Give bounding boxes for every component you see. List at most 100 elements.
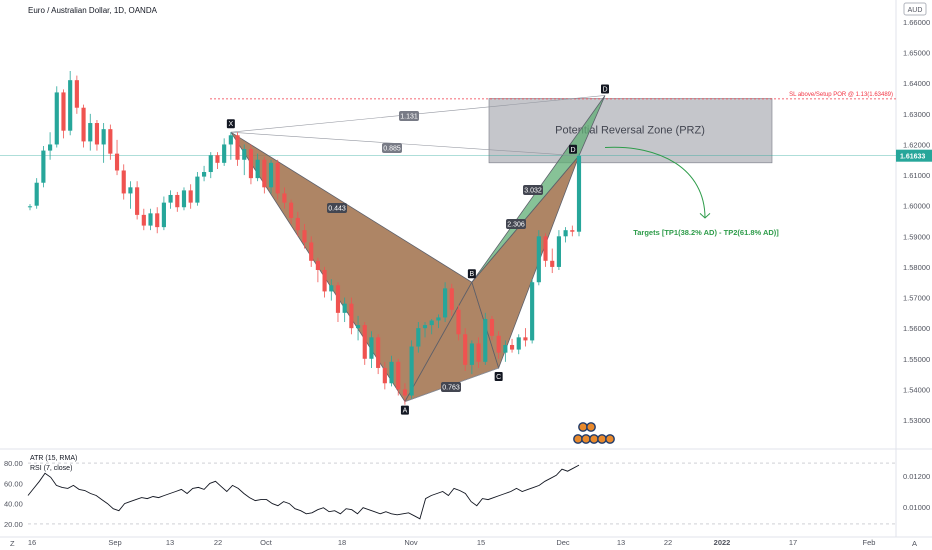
candle	[362, 322, 367, 365]
candle	[342, 297, 347, 323]
candle	[536, 230, 541, 286]
stop-loss-label: SL above/Setup POR @ 1.13(1.63489)	[789, 92, 893, 98]
currency-badge[interactable]: AUD	[903, 2, 927, 16]
price-tick: 1.65000	[903, 49, 930, 58]
candle	[463, 328, 468, 372]
ratio-badge	[523, 185, 543, 195]
candle	[443, 282, 448, 323]
candle-body	[34, 182, 39, 206]
time-tick: 13	[166, 538, 174, 547]
ratio-badge	[399, 111, 419, 121]
time-tick: Dec	[556, 538, 570, 547]
candle-body	[509, 344, 515, 350]
candle	[429, 318, 434, 335]
prz-label: Potential Reversal Zone (PRZ)	[555, 125, 705, 137]
time-tick: 13	[617, 538, 625, 547]
candle-body	[295, 217, 300, 231]
candle	[295, 211, 300, 237]
candle-body	[302, 230, 307, 243]
candle-body	[329, 285, 334, 292]
rsi-tick: 80.00	[4, 459, 23, 468]
candle-body	[195, 176, 200, 203]
point-label: C	[496, 374, 501, 381]
annotations: Targets [TP1(38.2% AD) - TP2(61.8% AD)]	[573, 146, 779, 444]
candle	[436, 314, 441, 329]
candle	[282, 187, 287, 209]
candle-body	[148, 213, 153, 226]
point-label: D	[602, 86, 607, 93]
time-tick: 17	[789, 538, 797, 547]
rsi-tick: 20.00	[4, 520, 23, 529]
candle	[161, 196, 166, 231]
candle-body	[262, 159, 267, 188]
point-badge	[400, 405, 409, 415]
candle-body	[576, 155, 582, 232]
candle	[242, 144, 247, 176]
candle	[228, 132, 233, 160]
candle	[322, 266, 327, 298]
reaction-icon	[573, 434, 583, 444]
candle	[255, 153, 260, 182]
candle-body	[27, 206, 33, 208]
candle	[409, 340, 414, 399]
candle-body	[530, 282, 535, 341]
ratio-label: 0.763	[442, 385, 460, 392]
time-tick: 16	[28, 538, 36, 547]
price-tick: 1.58000	[903, 263, 930, 272]
candle-body	[422, 325, 428, 329]
candle	[195, 172, 200, 206]
price-axis[interactable]: 1.66000 1.65000 1.64000 1.63000 1.62000 1.610…	[903, 18, 930, 425]
candle	[175, 191, 180, 212]
candle-body	[382, 367, 387, 384]
candle	[235, 132, 240, 166]
candle-body	[402, 389, 408, 396]
candle	[94, 119, 100, 151]
price-tick: 1.61000	[903, 171, 930, 180]
price-tick: 1.60000	[903, 202, 930, 211]
candle-body	[322, 269, 327, 292]
candle-body	[275, 162, 280, 194]
candle	[309, 236, 314, 267]
candle	[556, 230, 561, 270]
candle	[416, 322, 421, 353]
candle-body	[61, 92, 66, 131]
candle-body	[121, 170, 126, 194]
atr-tick: 0.01000	[903, 503, 930, 512]
candle	[121, 164, 126, 200]
ratio-label: 3.032	[524, 188, 542, 195]
candle	[108, 124, 113, 160]
price-tick: 1.64000	[903, 79, 930, 88]
candle	[550, 248, 555, 274]
candle-body	[335, 285, 341, 313]
price-tick: 1.63000	[903, 110, 930, 119]
candle-body	[54, 92, 59, 145]
candle-body	[416, 328, 421, 347]
candle	[74, 75, 79, 114]
candle	[48, 132, 53, 160]
auto-scale-button[interactable]: A	[912, 539, 917, 548]
candle-body	[88, 123, 93, 142]
candle	[509, 338, 515, 353]
ratio-badge	[506, 219, 526, 229]
candle-body	[570, 230, 575, 232]
price-tick: 1.59000	[903, 232, 930, 241]
candle-body	[188, 190, 193, 203]
candle	[315, 257, 320, 283]
ratio-label: 2.306	[507, 222, 525, 229]
candle	[61, 89, 66, 139]
z-button[interactable]: Z	[10, 539, 15, 548]
candle-body	[181, 190, 187, 208]
ratio-badge	[441, 382, 461, 392]
point-badge	[494, 371, 503, 381]
candle	[355, 315, 361, 341]
candle-body	[222, 144, 227, 163]
time-axis[interactable]: 16 Sep 13 22 Oct 18 Nov 15 Dec 13 22 2022 17 Feb	[28, 538, 876, 547]
point-label: A	[403, 408, 408, 415]
candle	[54, 86, 59, 148]
candle	[496, 331, 501, 359]
candle	[215, 152, 220, 169]
rsi-tick: 60.00	[4, 479, 23, 488]
target-arrow-curve	[604, 146, 706, 218]
last-price-tag	[896, 149, 932, 162]
